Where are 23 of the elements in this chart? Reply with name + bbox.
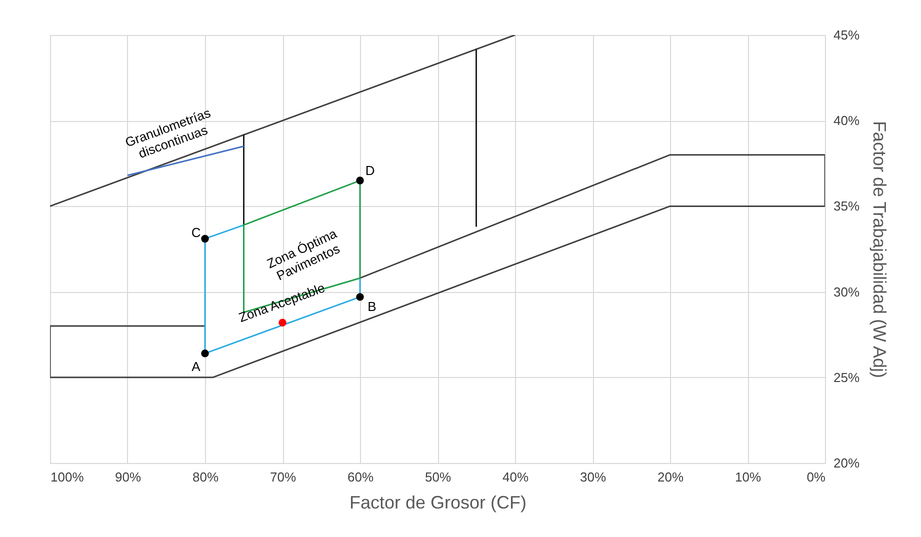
- y-axis-title: Factor de Trabajabilidad (W Adj): [870, 120, 890, 378]
- annotation: A: [192, 359, 201, 374]
- x-tick-label: 20%: [657, 470, 684, 484]
- annotation: B: [368, 299, 376, 314]
- x-tick-label: 40%: [502, 470, 529, 484]
- x-tick-label: 10%: [734, 470, 762, 484]
- y-tick-label: 45%: [834, 28, 860, 42]
- x-axis-title: Factor de Grosor (CF): [349, 492, 527, 512]
- y-tick-label: 25%: [834, 370, 860, 385]
- y-tick-label: 20%: [834, 456, 860, 470]
- x-tick-label: 100%: [50, 470, 84, 484]
- x-tick-label: 60%: [347, 470, 374, 484]
- x-tick-label: 70%: [270, 470, 296, 484]
- y-tick-label: 35%: [834, 198, 860, 214]
- x-tick-label: 0%: [806, 470, 826, 484]
- x-tick-label: 30%: [580, 470, 606, 484]
- x-tick-label: 50%: [424, 470, 452, 484]
- annotation: D: [365, 163, 375, 178]
- x-tick-label: 90%: [114, 470, 142, 484]
- annotation: C: [191, 225, 201, 240]
- y-tick-label: 30%: [834, 284, 860, 300]
- y-tick-label: 40%: [834, 113, 860, 128]
- x-tick-label: 80%: [192, 470, 219, 484]
